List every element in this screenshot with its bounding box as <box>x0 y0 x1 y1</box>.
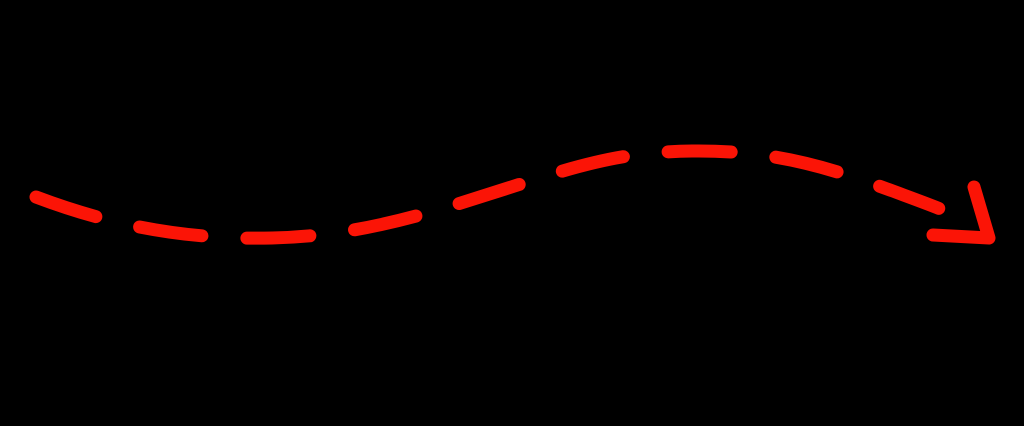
arrow-head-icon <box>926 180 996 245</box>
arrow-shaft-dashed-curve <box>29 144 967 245</box>
